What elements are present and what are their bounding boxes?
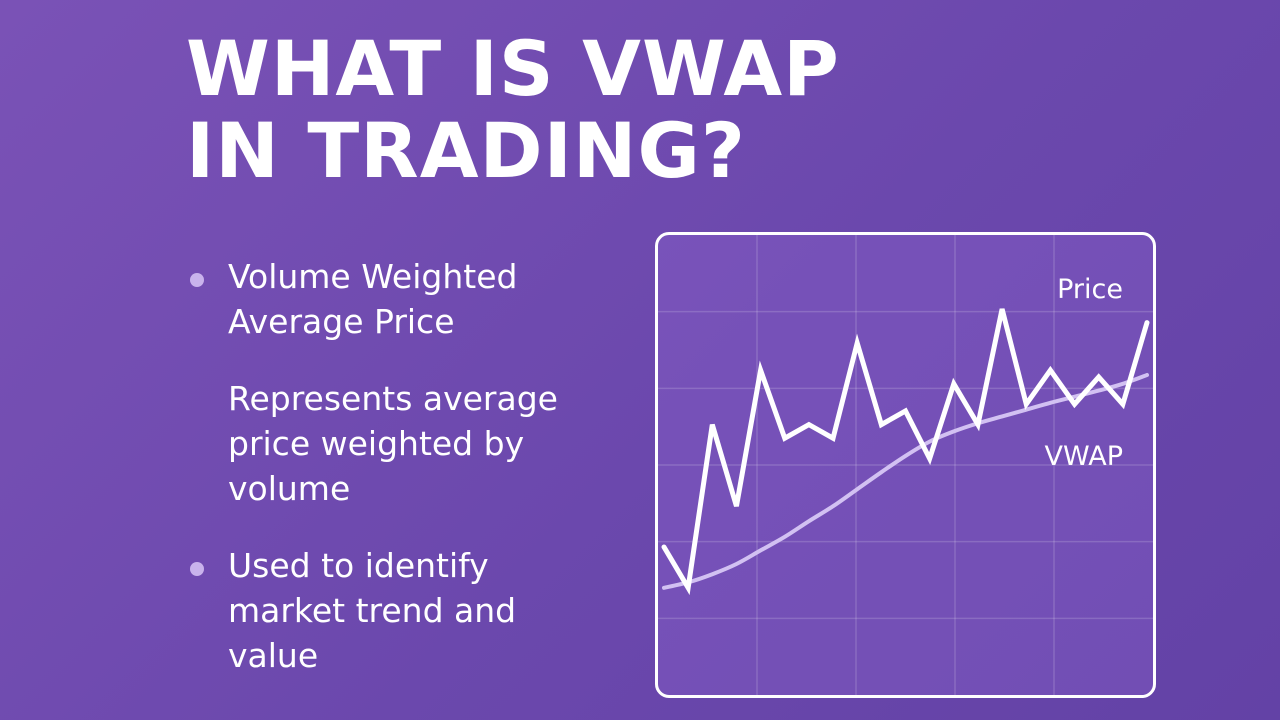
chart-grid	[658, 235, 1153, 695]
bullet-dot-icon	[190, 562, 204, 576]
page-title: WHAT IS VWAP IN TRADING?	[186, 28, 946, 192]
bullet-list: Volume Weighted Average Price Represents…	[186, 254, 616, 710]
bullet-text-usage: Used to identify market trend and value	[228, 546, 517, 675]
title-line-1: WHAT IS VWAP	[186, 24, 840, 113]
chart-labels: Price VWAP	[1045, 274, 1123, 472]
bullet-item-definition: Volume Weighted Average Price	[186, 254, 616, 344]
chart-canvas: Price VWAP	[658, 235, 1153, 695]
bullet-item-represents: Represents average price weighted by vol…	[186, 376, 616, 511]
bullet-item-usage: Used to identify market trend and value	[186, 543, 616, 678]
bullet-text-definition: Volume Weighted Average Price	[228, 257, 518, 341]
price-series-label: Price	[1057, 274, 1123, 305]
bullet-dot-icon	[190, 273, 204, 287]
title-line-2: IN TRADING?	[186, 106, 746, 195]
vwap-chart: Price VWAP	[655, 232, 1156, 698]
vwap-series-label: VWAP	[1045, 441, 1123, 472]
price-series-line	[661, 308, 1150, 596]
bullet-text-represents: Represents average price weighted by vol…	[228, 379, 558, 508]
chart-series	[661, 308, 1150, 596]
